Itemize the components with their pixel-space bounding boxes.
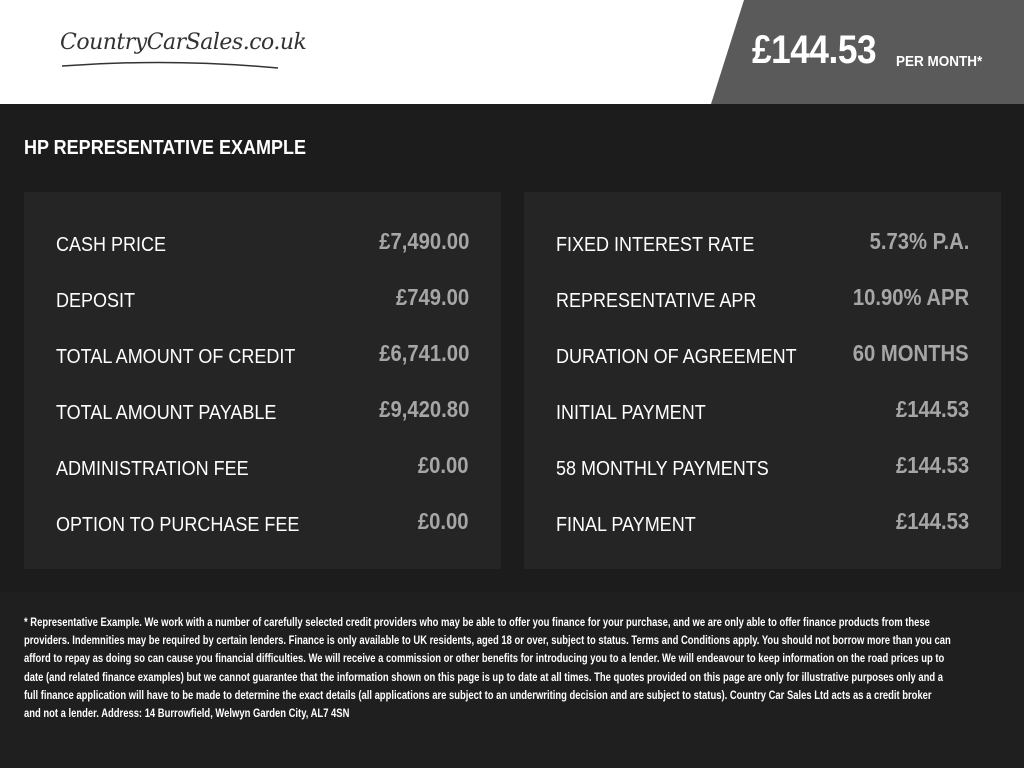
row-label: TOTAL AMOUNT PAYABLE (56, 402, 277, 424)
finance-row: TOTAL AMOUNT PAYABLE £9,420.80 (56, 396, 469, 430)
row-label: 58 MONTHLY PAYMENTS (556, 458, 769, 480)
price-banner (711, 0, 1024, 104)
disclaimer-line: providers. Indemnities may be required b… (24, 635, 951, 648)
finance-row: OPTION TO PURCHASE FEE £0.00 (56, 508, 469, 542)
finance-panel-right: FIXED INTEREST RATE 5.73% P.A. REPRESENTA… (524, 192, 1001, 569)
row-label: TOTAL AMOUNT OF CREDIT (56, 346, 296, 368)
logo-text: CountryCarSales.co.uk (60, 30, 307, 55)
finance-row: TOTAL AMOUNT OF CREDIT £6,741.00 (56, 340, 469, 374)
row-label: FINAL PAYMENT (556, 514, 696, 536)
row-value: 5.73% P.A. (869, 228, 969, 254)
row-value: £144.53 (895, 396, 969, 422)
row-label: REPRESENTATIVE APR (556, 290, 757, 312)
row-value: 60 MONTHS (853, 340, 969, 366)
disclaimer-line: and not a lender. Address: 14 Burrowfiel… (24, 708, 350, 721)
row-label: OPTION TO PURCHASE FEE (56, 514, 300, 536)
row-value: £6,741.00 (378, 340, 469, 366)
disclaimer: * Representative Example. We work with a… (24, 614, 951, 723)
row-label: INITIAL PAYMENT (556, 402, 706, 424)
row-value: 10.90% APR (852, 284, 969, 310)
per-month-label: PER MONTH* (896, 53, 983, 70)
finance-row: INITIAL PAYMENT £144.53 (556, 396, 969, 430)
section-title: HP REPRESENTATIVE EXAMPLE (24, 137, 307, 159)
row-value: £7,490.00 (378, 228, 469, 254)
row-value: £144.53 (895, 508, 969, 534)
finance-row: CASH PRICE £7,490.00 (56, 228, 469, 262)
finance-row: FIXED INTEREST RATE 5.73% P.A. (556, 228, 969, 262)
finance-row: DEPOSIT £749.00 (56, 284, 469, 318)
finance-panel-left: CASH PRICE £7,490.00 DEPOSIT £749.00 TOTAL… (24, 192, 501, 569)
row-label: DEPOSIT (56, 290, 136, 312)
row-value: £749.00 (395, 284, 469, 310)
row-label: FIXED INTEREST RATE (556, 234, 755, 256)
row-label: CASH PRICE (56, 234, 167, 256)
row-value: £0.00 (418, 508, 469, 534)
disclaimer-line: * Representative Example. We work with a… (24, 617, 930, 629)
monthly-price: £144.53 (752, 28, 877, 72)
row-value: £0.00 (418, 452, 469, 478)
row-label: DURATION OF AGREEMENT (556, 346, 797, 368)
finance-row: FINAL PAYMENT £144.53 (556, 508, 969, 542)
row-value: £9,420.80 (378, 396, 469, 422)
finance-row: REPRESENTATIVE APR 10.90% APR (556, 284, 969, 318)
disclaimer-line: date (and related finance examples) but … (24, 671, 944, 684)
finance-row: ADMINISTRATION FEE £0.00 (56, 452, 469, 486)
finance-row: DURATION OF AGREEMENT 60 MONTHS (556, 340, 969, 374)
finance-row: 58 MONTHLY PAYMENTS £144.53 (556, 452, 969, 486)
footer (0, 592, 1024, 768)
logo[interactable]: CountryCarSales.co.uk (60, 30, 307, 74)
disclaimer-line: full finance application will have to be… (24, 689, 932, 702)
disclaimer-line: afford to repay as doing so can cause yo… (24, 653, 945, 666)
row-value: £144.53 (895, 452, 969, 478)
logo-swoosh-icon (61, 61, 279, 69)
row-label: ADMINISTRATION FEE (56, 458, 249, 480)
